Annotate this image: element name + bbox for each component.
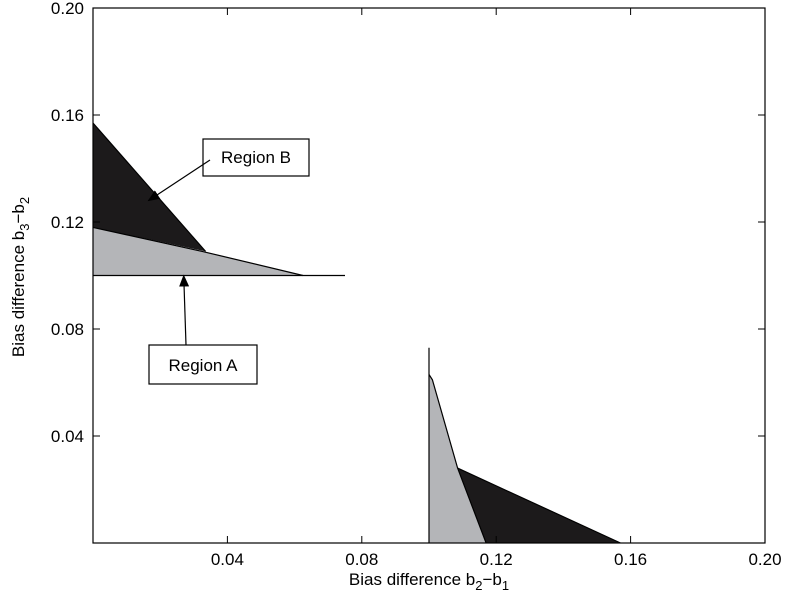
y-tick-label: 0.08	[51, 320, 84, 339]
callout-region-b: Region B	[147, 138, 310, 202]
x-tick-label: 0.08	[345, 550, 378, 569]
callout-region-a-text: Region A	[169, 356, 239, 375]
region-a-area-2	[429, 374, 487, 543]
callout-region-a: Region A	[148, 274, 258, 385]
y-axis-label-sub2: 2	[17, 197, 32, 204]
callout-region-a-box	[148, 344, 258, 385]
y-axis-label-sub1: 3	[17, 224, 32, 231]
boundary-line-4	[92, 122, 207, 252]
x-axis-label-sub2: 1	[502, 578, 509, 593]
x-axis-label: Bias difference b2−b1	[349, 570, 509, 593]
plot-frame	[92, 7, 766, 544]
boundary-line-6	[457, 467, 621, 544]
y-tick-label: 0.04	[51, 427, 84, 446]
x-tick-label: 0.04	[211, 550, 244, 569]
x-axis-ticks: 0.04 0.08 0.12 0.16 0.20	[211, 8, 782, 569]
y-axis-ticks: 0.04 0.08 0.12 0.16 0.20	[51, 0, 765, 446]
y-axis-label-base: Bias difference b	[9, 231, 28, 357]
y-tick-label: 0.12	[51, 213, 84, 232]
y-tick-label: 0.16	[51, 106, 84, 125]
callout-region-b-arrow	[147, 159, 211, 202]
callout-region-b-text: Region B	[221, 148, 291, 167]
x-axis-label-mid: −b	[482, 570, 501, 589]
callout-region-b-box	[202, 138, 310, 177]
x-tick-label: 0.16	[614, 550, 647, 569]
boundary-lines-layer	[92, 122, 621, 544]
callout-region-a-arrow	[179, 274, 190, 346]
y-axis-label: Bias difference b3−b2	[9, 197, 32, 357]
boundary-line-5	[92, 226, 304, 277]
x-axis-label-sub1: 2	[475, 578, 482, 593]
boundary-line-3	[428, 374, 487, 544]
x-tick-label: 0.12	[480, 550, 513, 569]
y-tick-label: 0.20	[51, 0, 84, 18]
x-axis-label-base: Bias difference b	[349, 570, 475, 589]
y-axis-label-mid: −b	[9, 204, 28, 223]
x-tick-label: 0.20	[748, 550, 781, 569]
